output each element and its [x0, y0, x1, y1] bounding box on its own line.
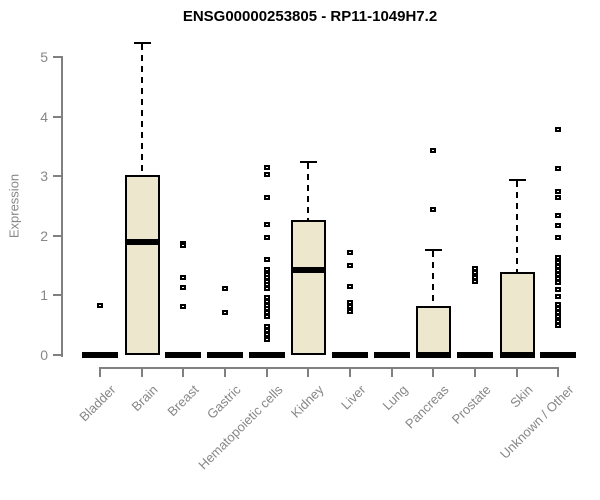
y-tick-3 — [53, 175, 62, 177]
outlier-hematopoietic-cells — [264, 165, 270, 170]
outlier-breast — [180, 243, 186, 248]
whisker-cap-brain — [134, 42, 151, 44]
y-tick-1 — [53, 294, 62, 296]
y-tick-0 — [53, 354, 62, 356]
outlier-hematopoietic-cells — [264, 235, 270, 240]
outlier-liver — [347, 309, 353, 314]
box-kidney — [291, 220, 326, 355]
whisker-brain — [141, 44, 143, 175]
box-brain — [125, 175, 160, 355]
y-tick-label-5: 5 — [40, 49, 48, 65]
outlier-pancreas — [430, 207, 436, 212]
y-axis-line — [61, 56, 63, 357]
x-tick-lung — [391, 368, 393, 377]
whisker-kidney — [307, 163, 309, 220]
outlier-unknown-other — [555, 213, 561, 218]
y-tick-label-4: 4 — [40, 109, 48, 125]
y-tick-label-0: 0 — [40, 347, 48, 363]
x-tick-skin — [516, 368, 518, 377]
x-tick-bladder — [99, 368, 101, 377]
box-skin — [500, 272, 535, 355]
x-tick-gastric — [224, 368, 226, 377]
median-skin — [500, 352, 535, 358]
outlier-hematopoietic-cells — [264, 314, 270, 319]
outlier-breast — [180, 275, 186, 280]
outlier-breast — [180, 304, 186, 309]
whisker-cap-skin — [509, 179, 526, 181]
y-tick-label-2: 2 — [40, 228, 48, 244]
x-tick-brain — [141, 368, 143, 377]
zero-bar-prostate — [457, 352, 493, 358]
zero-bar-unknown-other — [540, 352, 576, 358]
outlier-bladder — [97, 303, 103, 308]
outlier-unknown-other — [555, 287, 561, 292]
y-tick-label-3: 3 — [40, 168, 48, 184]
outlier-liver — [347, 304, 353, 309]
outlier-unknown-other — [555, 195, 561, 200]
outlier-gastric — [222, 310, 228, 315]
y-tick-4 — [53, 116, 62, 118]
chart-title: ENSG00000253805 - RP11-1049H7.2 — [182, 8, 438, 25]
outlier-unknown-other — [555, 189, 561, 194]
x-axis-line — [99, 367, 559, 369]
median-brain — [125, 239, 160, 245]
outlier-prostate — [472, 279, 478, 284]
x-tick-kidney — [307, 368, 309, 377]
zero-bar-breast — [165, 352, 201, 358]
x-tick-pancreas — [432, 368, 434, 377]
outlier-liver — [347, 250, 353, 255]
zero-bar-gastric — [207, 352, 243, 358]
zero-bar-bladder — [82, 352, 118, 358]
x-tick-prostate — [474, 368, 476, 377]
outlier-hematopoietic-cells — [264, 172, 270, 177]
outlier-hematopoietic-cells — [264, 195, 270, 200]
zero-bar-hematopoietic-cells — [249, 352, 285, 358]
whisker-cap-pancreas — [425, 249, 442, 251]
whisker-skin — [516, 181, 518, 272]
outlier-unknown-other — [555, 294, 561, 299]
outlier-unknown-other — [555, 280, 561, 285]
outlier-unknown-other — [555, 323, 561, 328]
median-kidney — [291, 267, 326, 273]
zero-bar-liver — [332, 352, 368, 358]
outlier-hematopoietic-cells — [264, 222, 270, 227]
outlier-liver — [347, 284, 353, 289]
outlier-unknown-other — [555, 223, 561, 228]
outlier-hematopoietic-cells — [264, 332, 270, 337]
box-pancreas — [416, 306, 451, 355]
zero-bar-lung — [374, 352, 410, 358]
outlier-gastric — [222, 286, 228, 291]
outlier-hematopoietic-cells — [264, 267, 270, 272]
outlier-hematopoietic-cells — [264, 337, 270, 342]
x-tick-hematopoietic-cells — [266, 368, 268, 377]
x-axis-label-unknown-other: Unknown / Other — [497, 382, 577, 462]
whisker-cap-kidney — [300, 161, 317, 163]
outlier-breast — [180, 285, 186, 290]
outlier-prostate — [472, 270, 478, 275]
x-tick-liver — [349, 368, 351, 377]
outlier-liver — [347, 263, 353, 268]
outlier-unknown-other — [555, 314, 561, 319]
outlier-unknown-other — [555, 255, 561, 260]
outlier-unknown-other — [555, 127, 561, 132]
y-tick-5 — [53, 56, 62, 58]
whisker-pancreas — [432, 251, 434, 306]
x-tick-breast — [182, 368, 184, 377]
y-tick-label-1: 1 — [40, 287, 48, 303]
outlier-unknown-other — [555, 235, 561, 240]
median-pancreas — [416, 352, 451, 358]
y-tick-2 — [53, 235, 62, 237]
x-tick-unknown-other — [557, 368, 559, 377]
outlier-pancreas — [430, 148, 436, 153]
outlier-hematopoietic-cells — [264, 257, 270, 262]
outlier-hematopoietic-cells — [264, 286, 270, 291]
outlier-unknown-other — [555, 166, 561, 171]
